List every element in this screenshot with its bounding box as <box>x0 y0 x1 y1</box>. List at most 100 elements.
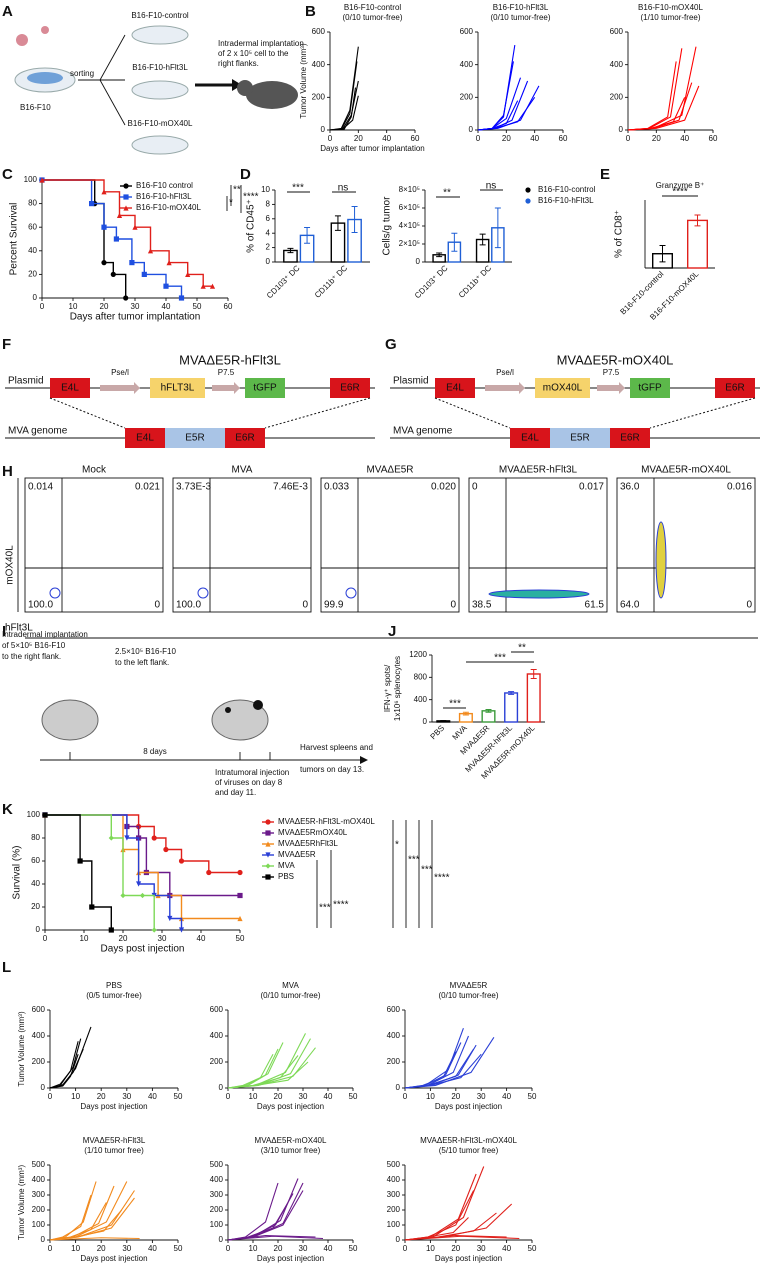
label: Intradermal implantation <box>2 630 88 639</box>
error-bar <box>494 207 501 249</box>
y-tick-label: 300 <box>32 1190 46 1199</box>
y-tick-label: 200 <box>210 1057 224 1066</box>
plot-frame <box>24 477 164 613</box>
x-tick-label: 50 <box>174 1244 183 1253</box>
tumor-curve <box>627 48 683 131</box>
marker <box>185 271 191 277</box>
x-tick-label: 0 <box>48 1244 53 1253</box>
gene-box <box>245 378 285 398</box>
y-tick-label: 400 <box>312 60 326 69</box>
plot-frame <box>172 477 312 613</box>
marker <box>39 177 45 183</box>
y-tick-label: 500 <box>210 1160 224 1169</box>
survival-curve <box>45 814 112 930</box>
error-bar <box>436 252 443 258</box>
construct-title: MVAΔE5R-hFlt3L <box>179 352 281 367</box>
quadrant-value: 0.017 <box>579 482 604 493</box>
panel-label: J <box>388 623 396 640</box>
label: sorting <box>70 69 94 78</box>
chart-subtitle: (0/10 tumor-free) <box>490 13 550 22</box>
x-tick-label: 30 <box>477 1092 486 1101</box>
marker <box>89 904 95 910</box>
significance: **** <box>333 900 349 911</box>
x-tick-label: 20 <box>274 1244 283 1253</box>
x-tick-label: 40 <box>680 134 689 143</box>
virus-icon <box>41 26 49 34</box>
y-tick-label: 800 <box>414 672 428 681</box>
y-tick-label: 400 <box>210 1031 224 1040</box>
tumor-curve <box>49 1194 92 1241</box>
x-tick-label: 40 <box>382 134 391 143</box>
tumor <box>253 700 263 710</box>
legend-label: B16-F10-hFlt3L <box>538 196 594 205</box>
chart-title: B16-F10-control <box>344 3 402 12</box>
marker <box>151 835 157 841</box>
y-tick-label: 8 <box>266 200 271 209</box>
quadrant-value: 38.5 <box>472 600 492 611</box>
tumor-curve <box>49 1209 123 1241</box>
legend-marker <box>265 841 271 847</box>
panel-label: H <box>2 463 13 480</box>
y-tick-label: 600 <box>460 27 474 36</box>
significance: *** <box>292 183 304 194</box>
x-tick-label: 20 <box>100 302 109 311</box>
marker <box>163 283 169 289</box>
quadrant-value: 64.0 <box>620 600 640 611</box>
y-tick-label: 400 <box>32 1175 46 1184</box>
chart-subtitle: (1/10 tumor-free) <box>640 13 700 22</box>
y-tick-label: 0 <box>396 1083 401 1092</box>
marker <box>101 260 107 266</box>
chart-subtitle: (0/10 tumor-free) <box>260 991 320 1000</box>
survival-curve <box>45 814 240 874</box>
y-tick-label: 4 <box>266 228 271 237</box>
y-tick-label: 0 <box>41 1235 46 1244</box>
plot-title: MVAΔE5R-mOX40L <box>641 465 731 476</box>
gene-label: E4L <box>521 433 539 444</box>
x-tick-label: 10 <box>71 1244 80 1253</box>
marker <box>147 248 154 254</box>
tumor-curve <box>404 1053 482 1089</box>
x-tick-label: CD11b⁺ DC <box>457 263 493 299</box>
density <box>197 587 209 599</box>
tumor-curve <box>227 1061 309 1089</box>
marker <box>42 812 48 818</box>
x-tick-label: 20 <box>97 1244 106 1253</box>
chart-subtitle: (0/10 tumor-free) <box>342 13 402 22</box>
y-tick-label: 80 <box>31 833 40 842</box>
legend-label: B16-F10 control <box>136 181 193 190</box>
homology-line <box>264 397 371 429</box>
significance: **** <box>672 187 688 198</box>
significance: *** <box>494 653 506 664</box>
panel-label: F <box>2 336 11 353</box>
error-bar <box>479 233 486 246</box>
x-tick-label: 0 <box>626 134 631 143</box>
significance: **** <box>243 192 259 203</box>
gene-box <box>330 378 370 398</box>
y-tick-label: 500 <box>387 1160 401 1169</box>
x-tick-label: 10 <box>249 1092 258 1101</box>
y-axis-label: Survival (%) <box>12 846 23 900</box>
marker <box>151 927 157 933</box>
y-axis-label: Tumor Volume (mm³) <box>299 43 308 119</box>
tumor-curve <box>404 1203 513 1241</box>
error-bar <box>694 214 701 227</box>
tumor-curve <box>49 1202 107 1241</box>
x-tick-label: 50 <box>236 934 245 943</box>
tumor-curve <box>49 1026 92 1089</box>
gene-label: tGFP <box>638 383 662 394</box>
survival-curve <box>45 814 155 930</box>
chart-subtitle: (0/10 tumor-free) <box>438 991 498 1000</box>
marker <box>237 869 243 876</box>
chart-subtitle: (1/10 tumor free) <box>84 1146 144 1155</box>
marker <box>141 271 147 277</box>
legend-marker <box>265 874 271 880</box>
label: B16-F10-control <box>131 11 189 20</box>
promoter-label: Pse/l <box>496 368 514 377</box>
x-tick-label: 30 <box>122 1092 131 1101</box>
y-tick-label: 600 <box>32 1005 46 1014</box>
y-tick-label: 2×10⁵ <box>399 239 420 248</box>
survival-curve <box>45 814 183 930</box>
promoter-label: P7.5 <box>603 368 620 377</box>
y-tick-label: 100 <box>210 1220 224 1229</box>
y-tick-label: 0 <box>219 1083 224 1092</box>
